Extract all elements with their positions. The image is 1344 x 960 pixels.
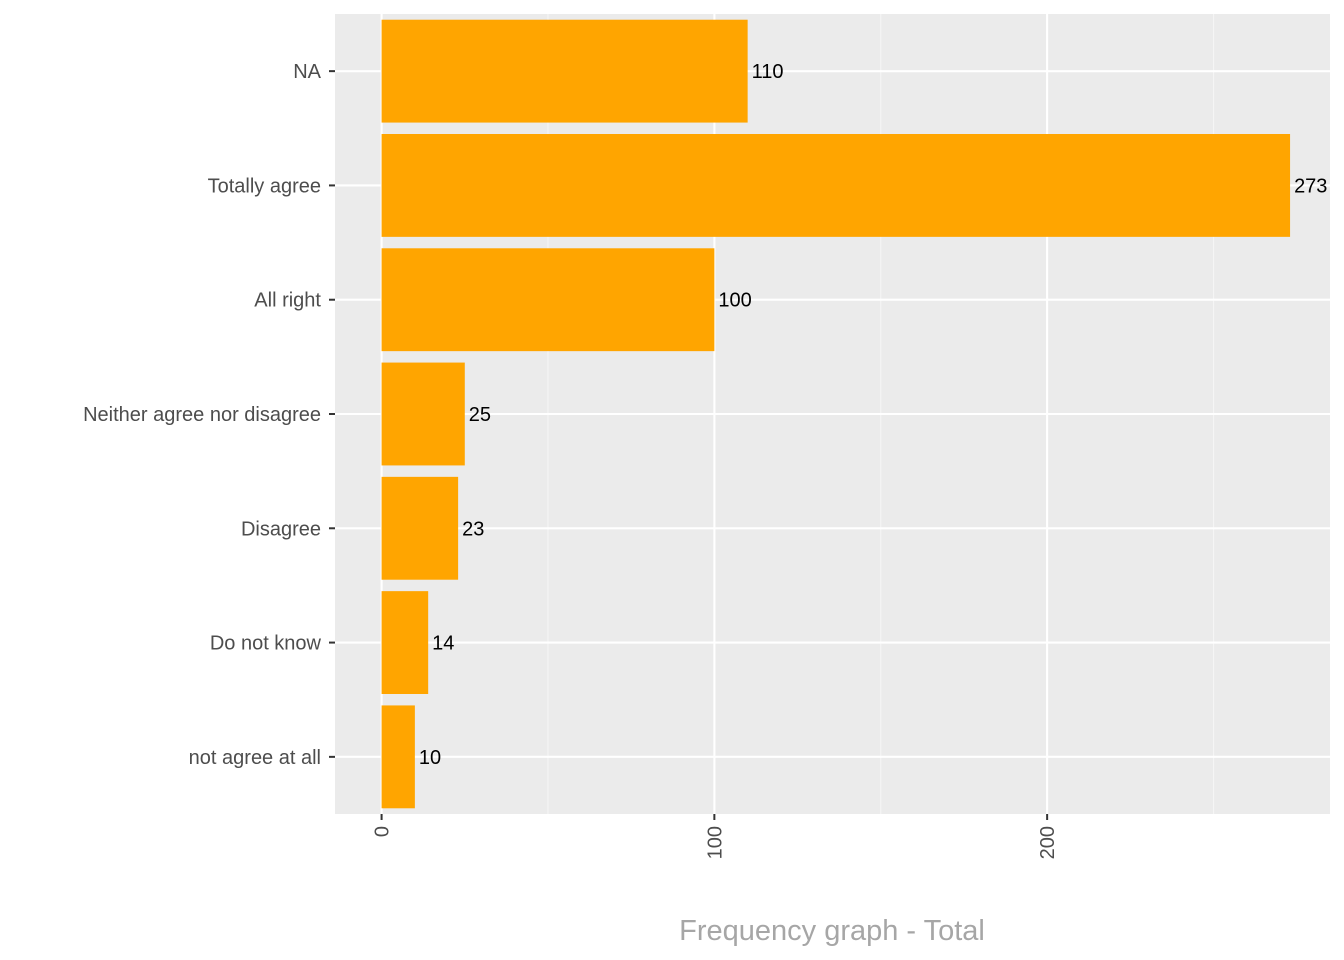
x-tick-label: 200 [1037, 826, 1059, 859]
x-axis: 0 100 200 [372, 814, 1059, 859]
bar-totally-agree [381, 134, 1291, 237]
value-label: 25 [469, 404, 491, 426]
category-label: Do not know [210, 633, 322, 655]
bar-all-right [381, 248, 715, 352]
y-axis: NA Totally agree All right Neither agree no… [83, 61, 335, 769]
category-label: Disagree [241, 518, 321, 540]
bar-do-not-know [381, 591, 429, 694]
x-tick-label: 100 [704, 826, 726, 859]
category-label: All right [254, 290, 321, 312]
value-label: 10 [419, 747, 441, 769]
category-label: Neither agree nor disagree [83, 404, 321, 426]
category-label: Totally agree [208, 175, 321, 197]
category-label: NA [293, 61, 321, 83]
x-tick-label: 0 [372, 826, 394, 837]
value-labels: 110 273 100 25 23 14 10 [419, 61, 1328, 769]
value-label: 273 [1294, 175, 1327, 197]
bar-neither-agree-nor-disagree [381, 362, 465, 466]
value-label: 110 [752, 61, 784, 83]
value-label: 14 [432, 633, 454, 655]
category-label: not agree at all [189, 747, 321, 769]
value-label: 100 [718, 290, 751, 312]
bar-not-agree-at-all [381, 705, 415, 809]
bars [381, 19, 1291, 809]
bar-disagree [381, 476, 459, 580]
bar-na [381, 19, 748, 123]
x-axis-title: Frequency graph - Total [679, 915, 985, 947]
value-label: 23 [462, 518, 484, 540]
